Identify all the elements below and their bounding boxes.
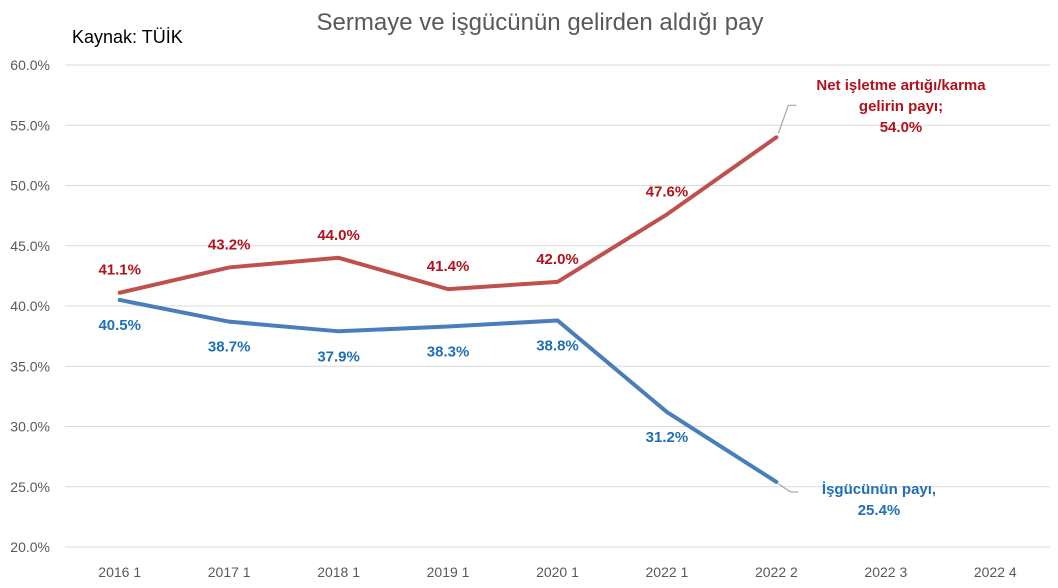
x-tick-label: 2017 1 (208, 564, 251, 580)
series-callout-label: 54.0% (880, 119, 923, 136)
series-line (117, 297, 779, 484)
data-label: 41.4% (427, 258, 470, 275)
data-label: 37.9% (317, 348, 360, 365)
data-label: 38.7% (208, 339, 251, 356)
chart-title: Sermaye ve işgücünün gelirden aldığı pay (317, 9, 764, 36)
series-lines (117, 135, 779, 484)
x-tick-label: 2018 1 (317, 564, 360, 580)
callout-leader (777, 104, 797, 134)
data-label: 31.2% (646, 429, 689, 446)
series-callout-label: gelirin payı; (859, 98, 943, 115)
data-label: 44.0% (317, 227, 360, 244)
y-tick-label: 25.0% (10, 479, 50, 495)
data-labels: 41.1% 43.2% 44.0% 41.4% 42.0% 47.6% 40.5% 38.7%… (98, 183, 688, 446)
y-tick-label: 60.0% (10, 57, 50, 73)
series-line (117, 135, 779, 295)
x-tick-label: 2016 1 (98, 564, 141, 580)
gridlines (65, 64, 1050, 548)
source-label: Kaynak: TÜİK (72, 27, 183, 47)
y-axis-ticks: 20.0% 25.0% 30.0% 35.0% 40.0% 45.0% 50.0% 55.0%… (10, 57, 50, 555)
series-callout-label: Net işletme artığı/karma (816, 77, 986, 94)
y-tick-label: 55.0% (10, 117, 50, 133)
x-tick-label: 2022 4 (974, 564, 1017, 580)
series-callout-label: 25.4% (858, 502, 901, 519)
data-label: 43.2% (208, 236, 251, 253)
y-tick-label: 20.0% (10, 539, 50, 555)
y-tick-label: 45.0% (10, 238, 50, 254)
series-callouts: Net işletme artığı/karma gelirin payı; 54.… (777, 77, 986, 519)
x-tick-label: 2022 1 (646, 564, 689, 580)
series-callout-label: İşgücünün payı, (822, 481, 936, 498)
y-tick-label: 30.0% (10, 419, 50, 435)
data-label: 41.1% (98, 262, 141, 279)
x-tick-label: 2020 1 (536, 564, 579, 580)
y-tick-label: 50.0% (10, 178, 50, 194)
data-label: 38.8% (536, 337, 579, 354)
x-tick-label: 2022 3 (864, 564, 907, 580)
y-tick-label: 35.0% (10, 358, 50, 374)
data-label: 47.6% (646, 183, 689, 200)
x-tick-label: 2022 2 (755, 564, 798, 580)
x-axis-ticks: 2016 1 2017 1 2018 1 2019 1 2020 1 2022 1 2022… (98, 564, 1017, 580)
data-label: 38.3% (427, 343, 470, 360)
callout-leader (778, 483, 799, 493)
x-tick-label: 2019 1 (427, 564, 470, 580)
data-label: 40.5% (98, 317, 141, 334)
y-tick-label: 40.0% (10, 298, 50, 314)
data-label: 42.0% (536, 251, 579, 268)
